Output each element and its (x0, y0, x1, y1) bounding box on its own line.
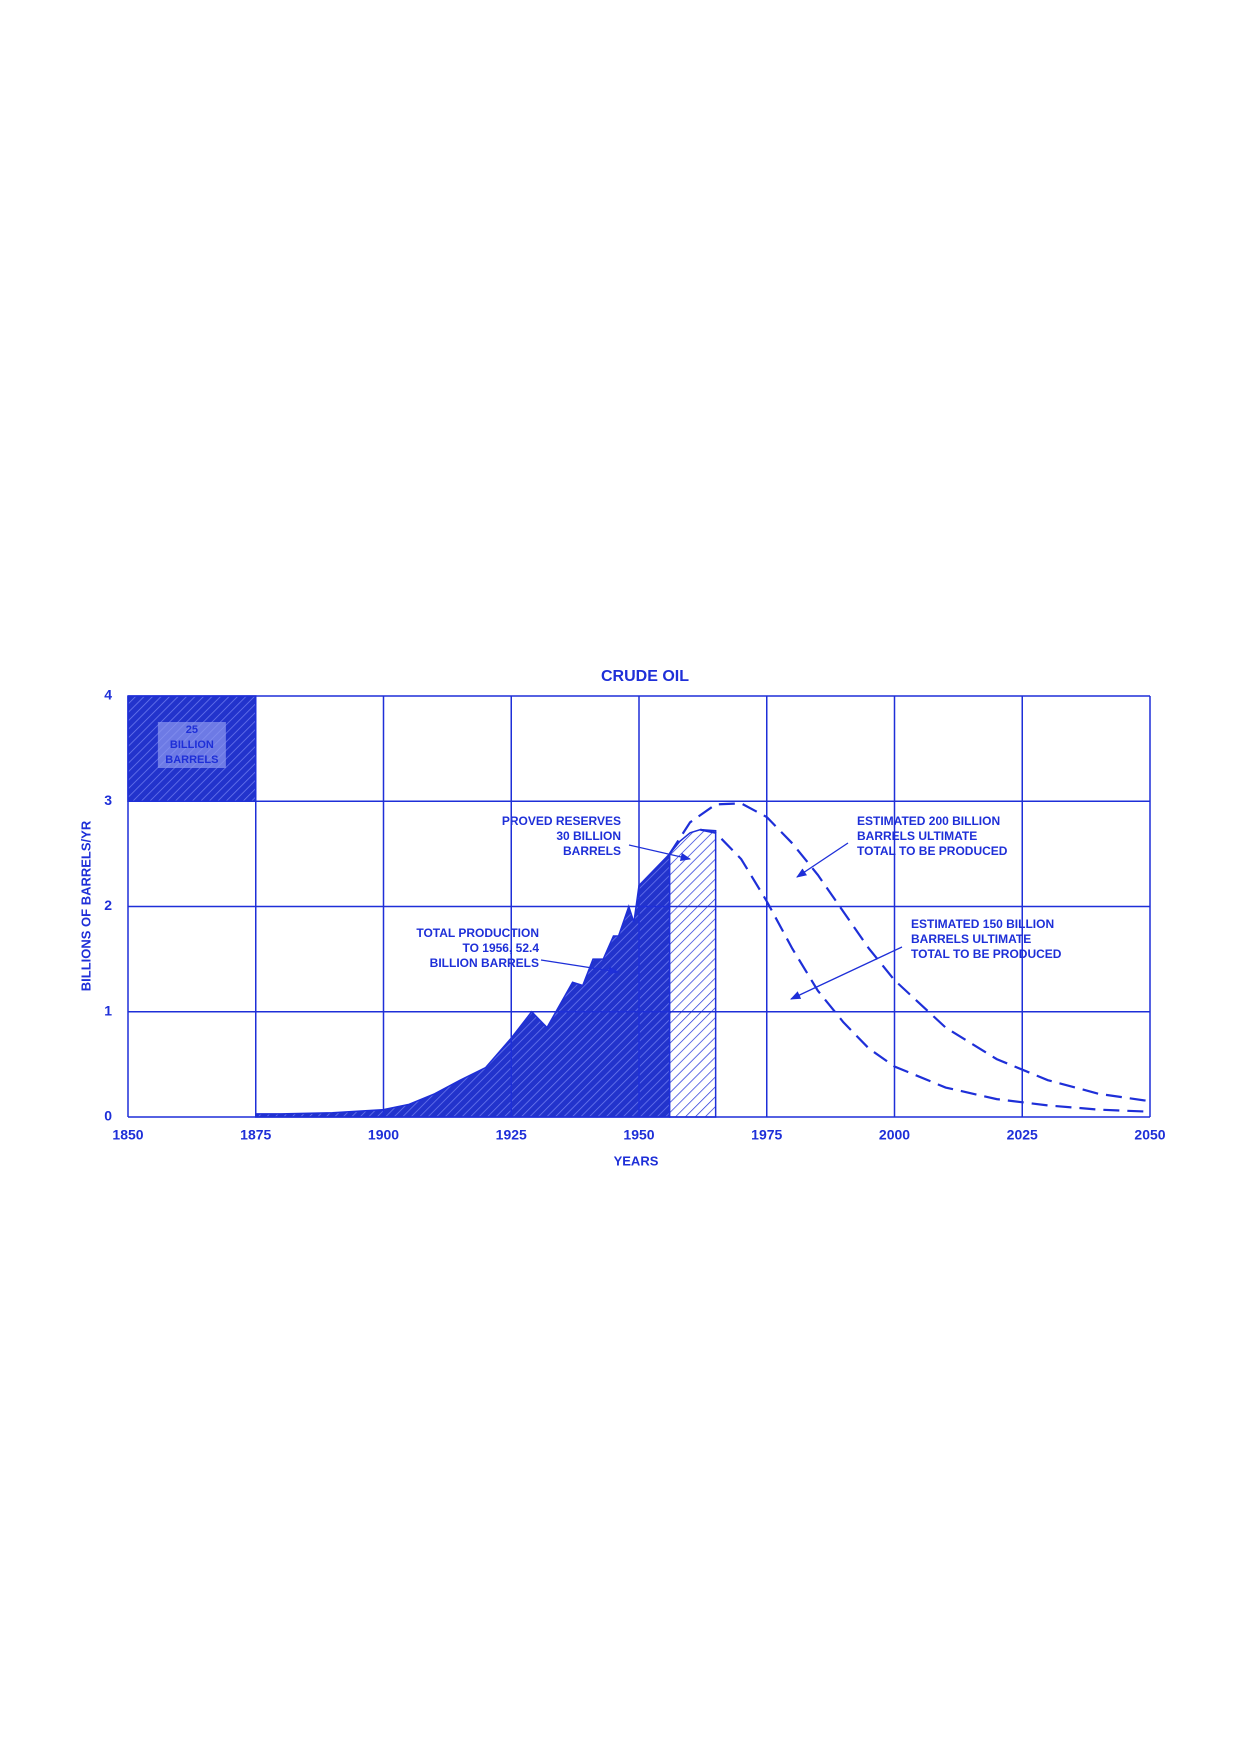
annotation-arrow (796, 842, 849, 878)
annotation: TO 1956, 52.4 (463, 941, 540, 955)
projection-line (668, 802, 1151, 1103)
x-tick-label: 2050 (1134, 1127, 1165, 1143)
annotation: BARRELS ULTIMATE (911, 932, 1031, 946)
x-tick-label: 2025 (1007, 1127, 1038, 1143)
y-tick-label: 1 (104, 1002, 112, 1018)
y-axis-label: BILLIONS OF BARRELS/YR (78, 820, 93, 991)
annotation-arrow (790, 946, 903, 1000)
annotation: TOTAL TO BE PRODUCED (857, 844, 1008, 858)
annotation: PROVED RESERVES (502, 814, 621, 828)
annotation: 30 BILLION (556, 829, 621, 843)
x-tick-label: 1900 (368, 1127, 399, 1143)
x-tick-label: 1950 (623, 1127, 654, 1143)
x-tick-label: 1925 (496, 1127, 527, 1143)
annotation: TOTAL PRODUCTION (416, 926, 539, 940)
annotation: BARRELS ULTIMATE (857, 829, 977, 843)
x-tick-label: 2000 (879, 1127, 910, 1143)
annotation: TOTAL TO BE PRODUCED (911, 947, 1062, 961)
y-tick-label: 2 (104, 897, 112, 913)
x-tick-label: 1875 (240, 1127, 271, 1143)
y-tick-label: 0 (104, 1108, 112, 1124)
production-area (255, 852, 671, 1118)
y-tick-label: 3 (104, 792, 112, 808)
y-tick-label: 4 (104, 687, 112, 703)
annotation-arrow (628, 844, 692, 861)
x-tick-label: 1975 (751, 1127, 782, 1143)
projection-line (700, 828, 1151, 1113)
x-axis-label: YEARS (614, 1153, 659, 1168)
annotation: ESTIMATED 150 BILLION (911, 917, 1054, 931)
annotation-arrow (540, 959, 620, 975)
reserves-area (668, 828, 717, 1118)
x-tick-label: 1850 (112, 1127, 143, 1143)
scale-box-label: BILLION (170, 739, 214, 751)
scale-box-label: 25 (186, 724, 198, 736)
scale-box-label-bg (157, 722, 226, 768)
scale-box-label: BARRELS (165, 754, 218, 766)
annotation: ESTIMATED 200 BILLION (857, 814, 1000, 828)
annotation: BARRELS (563, 844, 621, 858)
chart-title: CRUDE OIL (601, 668, 689, 685)
annotation: BILLION BARRELS (430, 956, 539, 970)
